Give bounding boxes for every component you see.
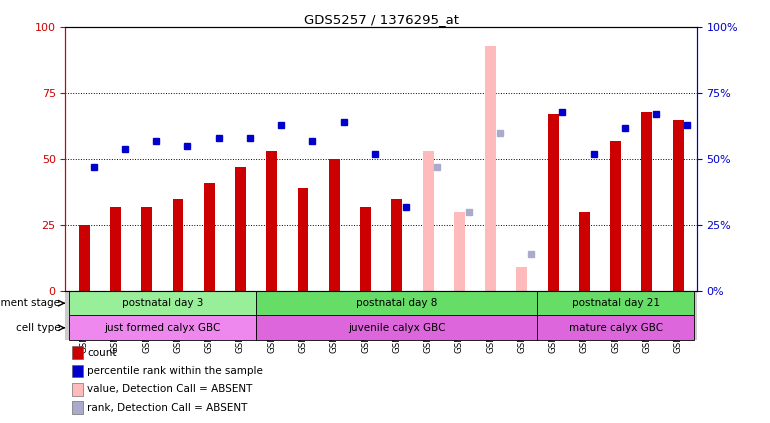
Bar [266, 151, 277, 291]
Text: percentile rank within the sample: percentile rank within the sample [87, 366, 263, 376]
Text: rank, Detection Call = ABSENT: rank, Detection Call = ABSENT [87, 403, 247, 412]
Bar [641, 112, 652, 291]
Text: postnatal day 3: postnatal day 3 [122, 298, 203, 308]
Bar [391, 199, 402, 291]
Bar [360, 206, 371, 291]
Bar [256, 291, 537, 316]
Bar [235, 167, 246, 291]
Text: count: count [87, 348, 116, 358]
Text: postnatal day 21: postnatal day 21 [571, 298, 660, 308]
Bar [110, 206, 121, 291]
Bar [72, 383, 83, 396]
Bar [329, 159, 340, 291]
Bar [673, 120, 684, 291]
Text: juvenile calyx GBC: juvenile calyx GBC [348, 323, 446, 333]
Bar [79, 225, 89, 291]
Bar [610, 141, 621, 291]
Bar [485, 46, 496, 291]
Bar [141, 206, 152, 291]
Bar [423, 151, 434, 291]
Text: value, Detection Call = ABSENT: value, Detection Call = ABSENT [87, 384, 253, 394]
Bar [72, 365, 83, 377]
Title: GDS5257 / 1376295_at: GDS5257 / 1376295_at [303, 14, 459, 26]
Text: cell type: cell type [15, 323, 60, 333]
Bar [537, 291, 694, 316]
Bar [297, 188, 309, 291]
Bar [256, 316, 537, 340]
Text: postnatal day 8: postnatal day 8 [356, 298, 437, 308]
Bar [69, 316, 256, 340]
Bar [72, 346, 83, 359]
Bar [72, 401, 83, 414]
Bar [547, 114, 558, 291]
Bar [69, 291, 256, 316]
Bar [579, 212, 590, 291]
Text: mature calyx GBC: mature calyx GBC [568, 323, 663, 333]
Text: just formed calyx GBC: just formed calyx GBC [104, 323, 220, 333]
Text: development stage: development stage [0, 298, 60, 308]
Bar [172, 199, 183, 291]
Bar [204, 183, 215, 291]
Bar [517, 267, 527, 291]
Bar [454, 212, 465, 291]
Bar [537, 316, 694, 340]
